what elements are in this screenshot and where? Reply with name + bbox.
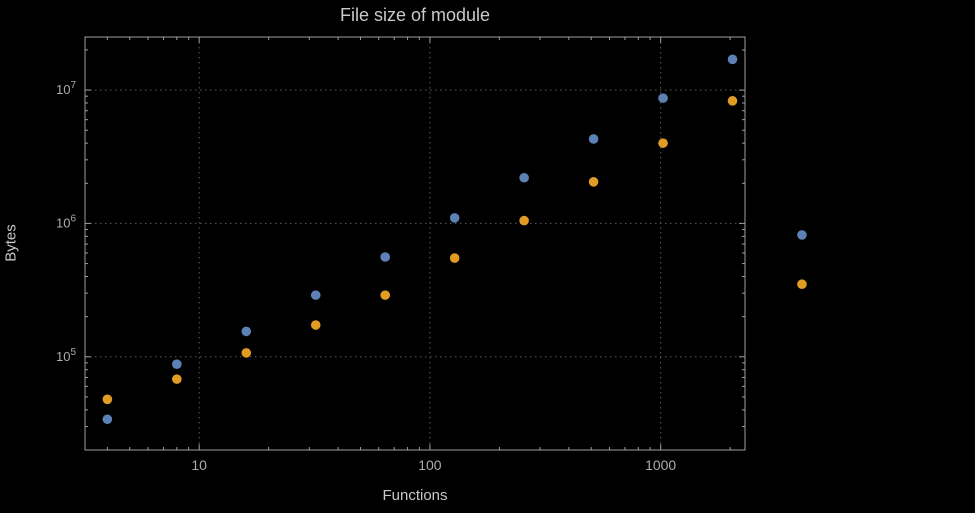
data-point-orange-series [588, 177, 599, 187]
data-point-orange-series [102, 394, 113, 405]
x-axis-label: Functions [382, 487, 448, 504]
x-tick-label: 100 [418, 457, 442, 473]
data-point-blue-series [727, 54, 738, 65]
chart-title: File size of module [339, 5, 491, 25]
data-point-orange-series [241, 348, 252, 358]
y-tick-label: 107 [56, 80, 76, 97]
data-point-orange-series [658, 138, 668, 148]
data-point-orange-series [172, 374, 182, 384]
data-point-orange-series [519, 215, 529, 226]
data-point-orange-series [727, 96, 738, 106]
data-point-orange-series [380, 290, 391, 300]
data-point-blue-series [797, 230, 807, 240]
data-point-blue-series [172, 359, 182, 369]
data-point-blue-series [241, 326, 252, 337]
data-point-blue-series [380, 252, 391, 262]
y-tick-label: 106 [56, 213, 76, 230]
data-point-orange-series [449, 253, 460, 263]
data-point-blue-series [102, 414, 113, 425]
data-point-orange-series [310, 320, 321, 330]
data-point-blue-series [519, 172, 529, 183]
x-tick-label: 10 [191, 457, 207, 473]
data-point-blue-series [658, 93, 668, 103]
data-point-orange-series [797, 279, 807, 290]
data-point-blue-series [588, 134, 599, 144]
x-tick-label: 1000 [645, 457, 676, 473]
plot-frame [84, 36, 746, 451]
data-point-blue-series [310, 290, 321, 300]
y-tick-label: 105 [56, 347, 76, 364]
data-point-blue-series [449, 213, 460, 223]
